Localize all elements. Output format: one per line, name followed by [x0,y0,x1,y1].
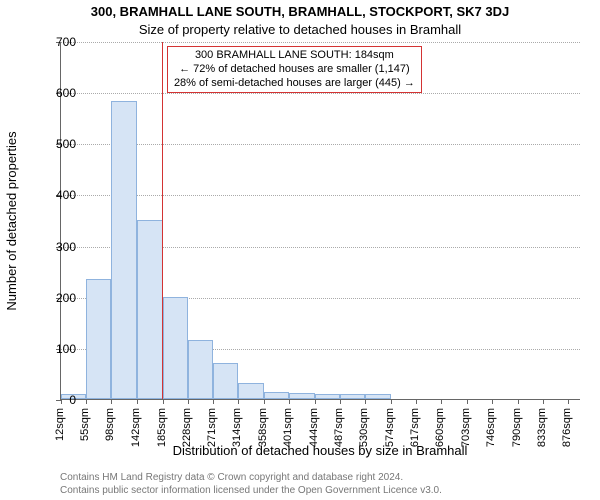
xtick-label: 98sqm [104,408,116,441]
xtick-mark [518,399,519,404]
xtick-mark [340,399,341,404]
xtick-mark [416,399,417,404]
xtick-label: 401sqm [282,408,294,447]
xtick-mark [441,399,442,404]
histogram-bar [315,394,340,399]
property-annotation: 300 BRAMHALL LANE SOUTH: 184sqm← 72% of … [167,46,422,93]
xtick-mark [188,399,189,404]
ytick-label: 500 [36,137,76,151]
xtick-label: 617sqm [409,408,421,447]
xtick-label: 703sqm [460,408,472,447]
histogram-bar [137,220,162,399]
xtick-mark [111,399,112,404]
ytick-label: 0 [36,393,76,407]
y-axis-label: Number of detached properties [4,131,19,310]
xtick-label: 444sqm [308,408,320,447]
xtick-label: 530sqm [358,408,370,447]
gridline [61,42,580,43]
xtick-mark [391,399,392,404]
xtick-label: 746sqm [485,408,497,447]
ytick-label: 100 [36,342,76,356]
xtick-mark [137,399,138,404]
xtick-label: 314sqm [231,408,243,447]
xtick-mark [213,399,214,404]
xtick-label: 833sqm [536,408,548,447]
plot-area [60,42,580,400]
xtick-label: 142sqm [130,408,142,447]
histogram-bar [188,340,213,399]
ytick-label: 200 [36,291,76,305]
xtick-label: 790sqm [511,408,523,447]
histogram-bar [289,393,314,399]
chart-subtitle: Size of property relative to detached ho… [0,22,600,37]
annotation-line: ← 72% of detached houses are smaller (1,… [174,63,415,77]
xtick-label: 228sqm [181,408,193,447]
gridline [61,144,580,145]
xtick-mark [289,399,290,404]
ytick-label: 300 [36,240,76,254]
ytick-label: 600 [36,86,76,100]
xtick-label: 55sqm [79,408,91,441]
property-marker-line [162,42,163,399]
gridline [61,195,580,196]
xtick-label: 574sqm [384,408,396,447]
footer-copyright-2: Contains public sector information licen… [60,485,580,498]
gridline [61,93,580,94]
xtick-mark [492,399,493,404]
xtick-mark [163,399,164,404]
histogram-bar [365,394,391,399]
xtick-label: 358sqm [257,408,269,447]
footer-copyright-1: Contains HM Land Registry data © Crown c… [60,472,580,485]
histogram-bar [213,363,238,399]
xtick-label: 876sqm [561,408,573,447]
xtick-label: 487sqm [333,408,345,447]
histogram-bar [340,394,365,399]
xtick-mark [238,399,239,404]
annotation-line: 28% of semi-detached houses are larger (… [174,77,415,91]
xtick-mark [86,399,87,404]
xtick-mark [568,399,569,404]
histogram-bar [111,101,137,399]
ytick-label: 700 [36,35,76,49]
xtick-mark [365,399,366,404]
xtick-label: 271sqm [206,408,218,447]
xtick-mark [264,399,265,404]
histogram-bar [238,383,264,399]
xtick-label: 660sqm [434,408,446,447]
xtick-label: 12sqm [54,408,66,441]
chart-title-address: 300, BRAMHALL LANE SOUTH, BRAMHALL, STOC… [0,4,600,19]
xtick-mark [543,399,544,404]
ytick-label: 400 [36,188,76,202]
histogram-bar [163,297,188,399]
histogram-bar [86,279,111,399]
xtick-label: 185sqm [156,408,168,447]
histogram-bar [264,392,289,399]
xtick-mark [315,399,316,404]
annotation-line: 300 BRAMHALL LANE SOUTH: 184sqm [174,49,415,63]
xtick-mark [467,399,468,404]
